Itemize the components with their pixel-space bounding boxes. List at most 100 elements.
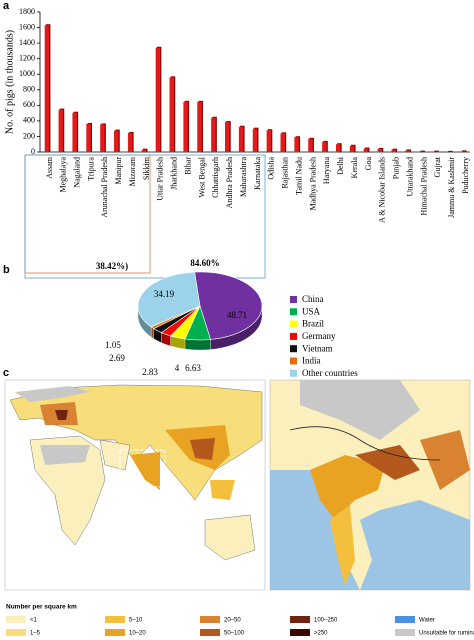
- x-tick-label: Tripura: [86, 157, 95, 181]
- map-legend-swatch: [105, 616, 125, 623]
- map-legend-swatch: [395, 616, 415, 623]
- x-tick-label: Haryana: [322, 157, 331, 185]
- legend-swatch: [290, 332, 297, 340]
- india-map: [269, 379, 471, 591]
- map-legend-label: Unsuitable for ruminat: [419, 631, 474, 637]
- x-tick-label: Punjab: [392, 157, 401, 179]
- bar-side: [434, 150, 439, 152]
- bar: [183, 101, 188, 152]
- bar: [363, 148, 369, 152]
- x-tick-label: Assam: [45, 156, 54, 179]
- legend-label: Other countries: [302, 368, 358, 378]
- data-label: 48.71: [227, 310, 247, 320]
- x-tick-label: Arunachal Pradesh: [100, 157, 109, 218]
- y-tick-label: 0: [31, 147, 35, 156]
- bar: [100, 124, 105, 152]
- y-tick-label: 800: [23, 85, 35, 94]
- map-legend-swatch: [290, 629, 310, 636]
- x-tick-label: Bihar: [183, 157, 192, 175]
- bar: [114, 130, 119, 152]
- bar: [280, 133, 285, 152]
- legend-label: India: [302, 356, 321, 366]
- pie-slice-side: [184, 338, 211, 351]
- panel-label: a: [3, 0, 10, 12]
- x-tick-label: Rajasthan: [281, 157, 290, 189]
- pie-slice: [137, 271, 201, 328]
- x-tick-label: Kerala: [350, 157, 359, 179]
- bar: [322, 141, 327, 152]
- bar: [86, 124, 91, 152]
- x-tick-label: Madhya Pradesh: [308, 157, 317, 211]
- legend-swatch: [290, 308, 297, 316]
- bar: [155, 47, 161, 152]
- data-label: 2.69: [109, 353, 125, 363]
- x-tick-label: Andhra Pradesh: [225, 157, 234, 208]
- x-tick-label: Meghalaya: [59, 157, 68, 193]
- data-label: 4: [175, 363, 180, 373]
- legend-swatch: [290, 320, 297, 328]
- annotation: 38.42%): [96, 261, 128, 271]
- legend-swatch: [290, 369, 297, 377]
- data-label: 34.19: [154, 289, 175, 299]
- bar: [238, 126, 244, 152]
- legend-label: Germany: [302, 331, 336, 341]
- map-legend-label: 20–50: [224, 618, 241, 624]
- map-legend-swatch: [105, 629, 125, 636]
- map-legend-swatch: [290, 616, 310, 623]
- x-tick-label: Jharkhand: [170, 157, 179, 190]
- y-tick-label: 1200: [19, 53, 35, 62]
- y-tick-label: 1000: [19, 69, 35, 78]
- x-tick-label: Tamil Nadu: [294, 157, 303, 195]
- map-legend-swatch: [200, 629, 220, 636]
- map-legend-label: 1–5: [30, 631, 41, 637]
- map-legend-label: Water: [419, 618, 435, 624]
- pie-sides: [137, 306, 263, 351]
- x-tick-label: A & Nicobar Islands: [378, 157, 387, 223]
- y-tick-label: 1800: [19, 7, 35, 16]
- bar: [460, 151, 466, 152]
- x-tick-label: Uttarakhand: [405, 157, 414, 197]
- bar: [405, 150, 410, 152]
- pie-slice: [194, 271, 263, 340]
- x-tick-label: Sikkim: [142, 156, 151, 180]
- data-label: 2.83: [142, 367, 158, 377]
- panel-label: b: [3, 264, 10, 276]
- x-tick-label: Odisha: [267, 157, 276, 180]
- bar: [349, 145, 355, 152]
- y-tick-label: 200: [23, 131, 35, 140]
- map-legend-label: 50–100: [224, 631, 245, 637]
- x-tick-label: Mizoram: [128, 156, 137, 186]
- x-tick-label: Nagaland: [73, 157, 82, 188]
- map-legend-label: >250: [314, 631, 328, 637]
- data-label: 6.63: [185, 363, 201, 373]
- x-tick-label: Jammu & Kashmir: [447, 157, 456, 218]
- bar: [127, 132, 133, 152]
- bar: [294, 137, 299, 152]
- bar: [335, 144, 341, 152]
- map-legend-swatch: [6, 629, 26, 636]
- map-legend-label: 10–20: [129, 631, 146, 637]
- x-tick-label: West Bengal: [197, 156, 206, 197]
- legend-label: China: [302, 294, 324, 304]
- legend-swatch: [290, 357, 297, 365]
- legend-label: Vietnam: [302, 343, 332, 353]
- x-tick-label: Puducherry: [461, 157, 470, 194]
- y-axis-label: No. of pigs (in thousands): [4, 30, 15, 134]
- x-tick-label: Manipur: [114, 157, 123, 185]
- map-legend-title: Number per square km: [6, 604, 77, 611]
- bar: [391, 149, 396, 152]
- map-legend-swatch: [6, 616, 26, 623]
- bar: [197, 101, 202, 152]
- bar: [141, 149, 147, 152]
- panel-label: c: [3, 367, 9, 379]
- legend-label: Brazil: [302, 319, 324, 329]
- map-legend-label: <1: [30, 618, 38, 624]
- x-tick-label: Karnataka: [253, 157, 262, 190]
- bar: [58, 109, 64, 152]
- legend-swatch: [290, 296, 297, 303]
- annotation: 84.60%: [190, 258, 219, 268]
- pie-tops: [137, 271, 263, 341]
- bracket-box: [24, 154, 266, 279]
- map-legend-swatch: [395, 629, 415, 636]
- bar: [211, 117, 216, 152]
